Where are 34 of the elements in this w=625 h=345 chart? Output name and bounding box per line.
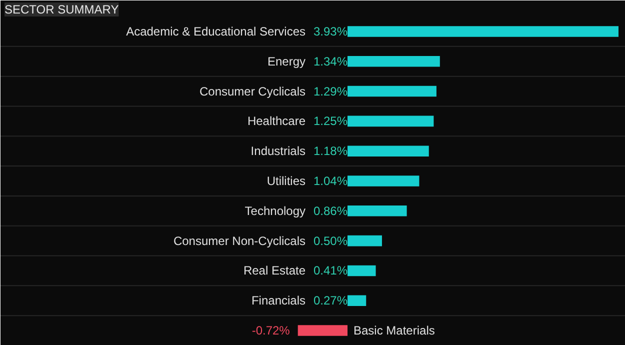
y-tick-label: Energy (267, 54, 306, 68)
y-tick-label: Financials (251, 294, 306, 308)
bar (348, 206, 407, 216)
y-tick-label: Consumer Non-Cyclicals (173, 234, 306, 248)
bar (348, 56, 440, 67)
y-tick-label: Technology (244, 204, 306, 218)
data-label: 0.41% (314, 264, 348, 278)
data-label: 1.04% (314, 174, 348, 188)
bar (348, 265, 376, 276)
data-label: 0.27% (314, 294, 348, 308)
data-label: 1.18% (314, 144, 348, 158)
y-tick-label: Healthcare (247, 114, 306, 128)
data-label: 0.86% (314, 204, 348, 218)
y-tick-label: Industrials (250, 144, 306, 158)
data-label: 1.34% (314, 54, 348, 68)
y-tick-label: Consumer Cyclicals (199, 84, 306, 98)
data-label: -0.72% (252, 324, 290, 338)
data-label: 0.50% (314, 234, 348, 248)
y-tick-label: Academic & Educational Services (126, 24, 306, 38)
data-label: 1.25% (314, 114, 348, 128)
y-tick-label: Utilities (266, 174, 306, 188)
y-tick-label: Basic Materials (354, 324, 435, 338)
bar (348, 26, 618, 37)
bar (298, 325, 348, 336)
bar (348, 86, 436, 97)
bar (348, 116, 434, 127)
bar (348, 295, 366, 306)
y-tick-label: Real Estate (243, 264, 306, 278)
data-label: 1.29% (314, 84, 348, 98)
bar (348, 146, 429, 156)
data-label: 3.93% (314, 24, 348, 38)
text: SECTOR SUMMARY (4, 2, 119, 16)
bar (348, 176, 420, 186)
bar (348, 235, 382, 246)
